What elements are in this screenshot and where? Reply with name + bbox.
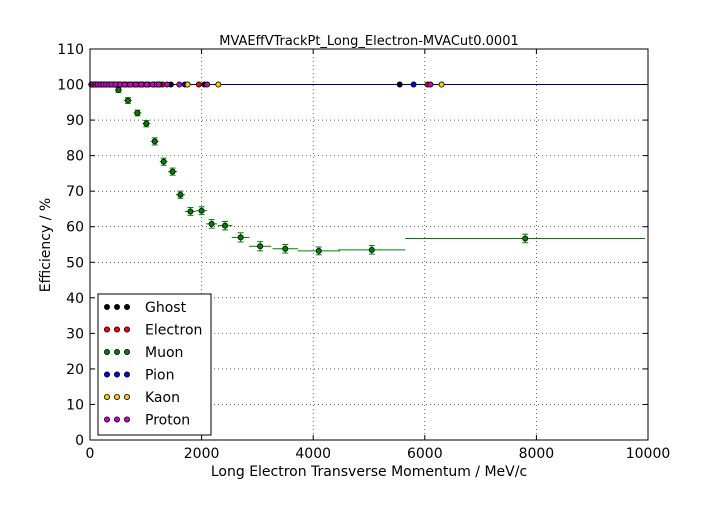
- legend-label-electron: Electron: [145, 323, 202, 339]
- muon-point: [151, 138, 158, 145]
- y-tick-label: 110: [57, 42, 84, 58]
- proton-point: [149, 81, 156, 88]
- proton-point: [155, 81, 162, 88]
- legend-marker-ghost: [104, 303, 111, 310]
- chart-title: MVAEffVTrackPt_Long_Electron-MVACut0.000…: [219, 34, 519, 49]
- proton-point: [121, 81, 128, 88]
- legend-label-ghost: Ghost: [145, 300, 187, 316]
- legend-label-proton: Proton: [145, 413, 190, 429]
- x-tick-label: 10000: [626, 446, 671, 462]
- proton-point: [143, 81, 150, 88]
- muon-point: [187, 208, 194, 215]
- legend-marker-kaon: [124, 393, 131, 400]
- y-tick-label: 0: [75, 433, 84, 449]
- legend-marker-proton: [124, 416, 131, 423]
- legend-marker-muon: [124, 348, 131, 355]
- y-tick-label: 60: [66, 220, 84, 236]
- legend-marker-electron: [104, 326, 111, 333]
- muon-point: [222, 222, 229, 229]
- kaon-point: [215, 81, 222, 88]
- y-tick-label: 40: [66, 291, 84, 307]
- proton-point: [176, 81, 183, 88]
- muon-point: [522, 235, 529, 242]
- legend-label-kaon: Kaon: [145, 390, 180, 406]
- data-markers: [88, 81, 529, 254]
- x-tick-label: 8000: [519, 446, 555, 462]
- muon-point: [115, 86, 122, 93]
- legend-marker-pion: [124, 371, 131, 378]
- axis-ticks: 0 2000 4000 6000 8000 10000 0 10 20 30 40 50 60 70 80 9…: [57, 42, 670, 462]
- legend-marker-proton: [104, 416, 111, 423]
- muon-point: [143, 120, 150, 127]
- kaon-point: [438, 81, 445, 88]
- y-tick-label: 10: [66, 397, 84, 413]
- electron-point: [195, 81, 202, 88]
- muon-point: [177, 191, 184, 198]
- pion-point: [410, 81, 417, 88]
- muon-point: [198, 207, 205, 214]
- x-tick-label: 2000: [184, 446, 220, 462]
- y-tick-label: 30: [66, 326, 84, 342]
- y-tick-label: 20: [66, 362, 84, 378]
- legend-marker-proton: [114, 416, 121, 423]
- proton-point: [132, 81, 139, 88]
- legend: Ghost Electron Muon Pion Kaon Proton: [97, 293, 212, 436]
- proton-point: [204, 81, 211, 88]
- x-tick-label: 6000: [407, 446, 443, 462]
- x-axis-label: Long Electron Transverse Momentum / MeV/…: [211, 464, 527, 480]
- muon-point: [368, 246, 375, 253]
- plot-frame: [89, 48, 649, 441]
- muon-point: [208, 220, 215, 227]
- y-tick-label: 70: [66, 184, 84, 200]
- x-tick-label: 0: [86, 446, 95, 462]
- legend-marker-muon: [104, 348, 111, 355]
- muon-point: [169, 168, 176, 175]
- y-axis-label: Efficiency / %: [38, 198, 54, 292]
- muon-point: [257, 243, 264, 250]
- legend-label-muon: Muon: [145, 345, 183, 361]
- muon-point: [282, 245, 289, 252]
- legend-marker-muon: [114, 348, 121, 355]
- proton-point: [427, 81, 434, 88]
- muon-point: [134, 109, 141, 116]
- legend-marker-ghost: [124, 303, 131, 310]
- legend-marker-pion: [104, 371, 111, 378]
- muon-point: [124, 97, 131, 104]
- legend-marker-electron: [124, 326, 131, 333]
- proton-point: [127, 81, 134, 88]
- legend-box: [97, 293, 212, 436]
- muon-point: [237, 234, 244, 241]
- legend-label-pion: Pion: [145, 368, 174, 384]
- y-tick-label: 90: [66, 113, 84, 129]
- legend-marker-ghost: [114, 303, 121, 310]
- ghost-point: [396, 81, 403, 88]
- muon-point: [315, 247, 322, 254]
- muon-point: [160, 158, 167, 165]
- legend-marker-electron: [114, 326, 121, 333]
- proton-point: [138, 81, 145, 88]
- legend-marker-kaon: [114, 393, 121, 400]
- y-tick-label: 100: [57, 78, 84, 94]
- legend-marker-kaon: [104, 393, 111, 400]
- y-tick-label: 80: [66, 149, 84, 165]
- kaon-point: [184, 81, 191, 88]
- x-tick-label: 4000: [295, 446, 331, 462]
- proton-point: [164, 81, 171, 88]
- y-tick-label: 50: [66, 255, 84, 271]
- legend-marker-pion: [114, 371, 121, 378]
